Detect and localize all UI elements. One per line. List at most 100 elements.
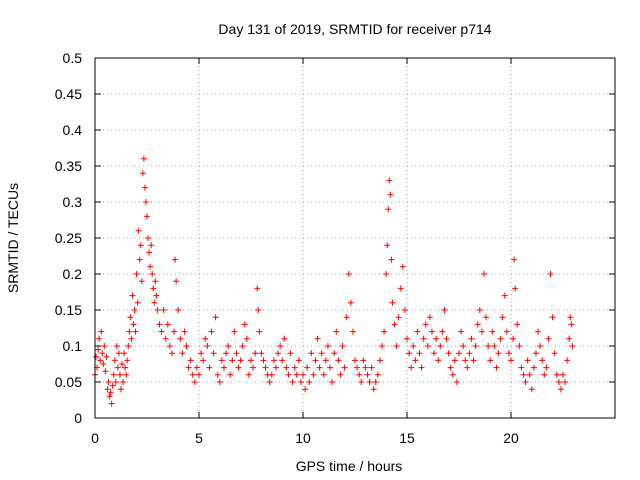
data-markers (92, 155, 576, 407)
data-point (308, 350, 315, 357)
data-point (466, 350, 473, 357)
data-point (520, 371, 527, 378)
data-point (140, 155, 147, 162)
data-point (132, 328, 139, 335)
y-tick-label: 0.35 (55, 158, 82, 174)
data-point (260, 357, 267, 364)
data-point (418, 364, 425, 371)
data-point (231, 328, 238, 335)
data-point (160, 307, 167, 313)
data-point (468, 335, 475, 342)
x-axis-title: GPS time / hours (296, 458, 403, 474)
data-point (318, 350, 325, 357)
data-point (483, 314, 490, 321)
data-point (262, 364, 269, 371)
data-point (237, 357, 244, 364)
data-point (250, 364, 257, 371)
x-tick-label: 5 (195, 430, 203, 446)
data-point (510, 335, 517, 342)
data-point (337, 371, 344, 378)
data-point (543, 364, 550, 371)
data-point (95, 346, 102, 353)
data-point (331, 350, 338, 357)
data-point (243, 335, 250, 342)
data-point (456, 350, 462, 357)
data-point (100, 361, 107, 367)
data-point (567, 314, 574, 321)
data-point (126, 328, 133, 335)
data-point (191, 379, 198, 385)
data-point (118, 386, 124, 393)
data-point (131, 307, 138, 313)
data-point (458, 328, 465, 335)
x-tick-label: 10 (295, 430, 311, 446)
data-point (439, 328, 446, 335)
data-point (437, 343, 444, 349)
data-point (196, 371, 202, 378)
data-point (285, 371, 292, 378)
data-point (569, 343, 576, 349)
data-point (223, 350, 230, 357)
data-point (229, 357, 236, 364)
data-point (324, 343, 331, 349)
data-point (389, 299, 396, 306)
data-point (93, 353, 100, 360)
data-point (379, 343, 386, 349)
data-point (443, 335, 450, 342)
data-point (385, 206, 392, 213)
data-point (302, 386, 309, 393)
data-point (316, 364, 323, 371)
data-point (268, 371, 275, 378)
data-point (387, 191, 394, 198)
data-point (198, 350, 205, 357)
data-point (241, 321, 248, 328)
data-point (532, 350, 539, 357)
data-point (114, 364, 121, 371)
data-point (105, 379, 112, 385)
y-tick-label: 0.45 (55, 86, 82, 102)
data-point (422, 321, 429, 328)
data-point (553, 371, 560, 378)
data-point (166, 343, 173, 349)
y-tick-label: 0.4 (63, 122, 83, 138)
data-point (109, 382, 116, 389)
data-point (154, 307, 161, 313)
data-point (354, 364, 361, 371)
data-point (204, 343, 211, 349)
data-point (333, 328, 340, 335)
data-point (530, 364, 537, 371)
data-point (156, 321, 163, 328)
data-point (158, 328, 165, 335)
data-point (101, 343, 108, 349)
data-point (537, 343, 544, 349)
data-point (277, 343, 284, 349)
data-point (555, 379, 562, 385)
data-point (148, 242, 155, 249)
data-point (414, 328, 421, 335)
data-point (248, 357, 254, 364)
data-point (408, 364, 415, 371)
data-point (99, 350, 106, 357)
data-point (335, 357, 342, 364)
data-point (283, 364, 290, 371)
data-point (111, 357, 118, 364)
data-point (358, 379, 365, 385)
data-point (511, 256, 518, 263)
data-point (320, 371, 327, 378)
data-point (122, 364, 129, 371)
data-point (202, 335, 209, 342)
data-point (397, 285, 404, 292)
data-point (343, 314, 350, 321)
x-tick-label: 20 (503, 430, 519, 446)
data-point (137, 242, 144, 249)
data-point (566, 335, 573, 342)
data-point (227, 371, 234, 378)
data-point (279, 357, 286, 364)
data-point (508, 357, 514, 364)
data-point (406, 350, 413, 357)
data-point (141, 184, 148, 191)
data-point (460, 343, 467, 349)
data-point (220, 364, 227, 371)
data-point (173, 278, 180, 285)
data-point (464, 364, 471, 371)
